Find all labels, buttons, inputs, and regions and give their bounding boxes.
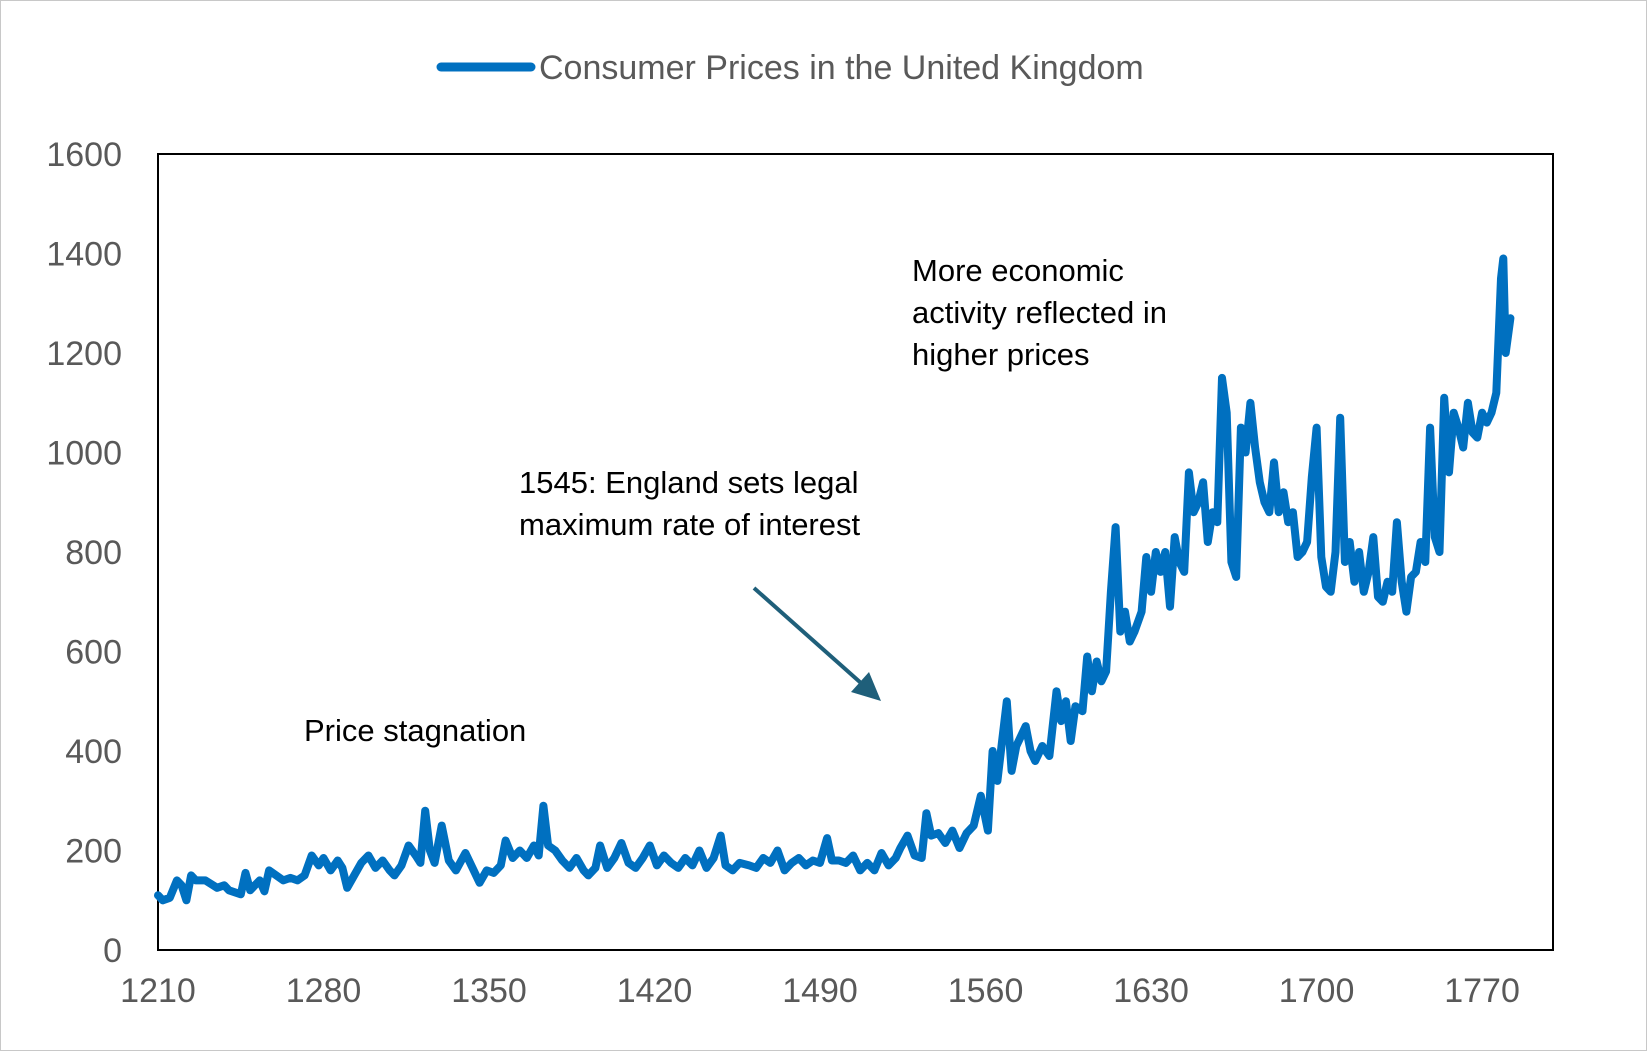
y-tick-label: 1400 bbox=[46, 236, 122, 274]
y-tick-label: 800 bbox=[65, 534, 122, 572]
x-tick-label: 1700 bbox=[1279, 972, 1355, 1010]
annotation-economic-activity: More economic activity reflected in high… bbox=[912, 253, 1176, 372]
annotation-legal-maximum: 1545: England sets legal maximum rate of… bbox=[519, 465, 867, 542]
x-tick-label: 1210 bbox=[120, 972, 196, 1010]
x-tick-label: 1560 bbox=[948, 972, 1024, 1010]
y-tick-label: 1600 bbox=[46, 136, 122, 174]
x-axis-ticks: 1210 1280 1350 1420 1490 1560 1630 1700 1770 bbox=[120, 972, 1520, 1010]
arrow-head bbox=[851, 672, 881, 701]
y-tick-label: 1000 bbox=[46, 435, 122, 473]
x-tick-label: 1770 bbox=[1444, 972, 1520, 1010]
arrow-shaft bbox=[752, 586, 863, 685]
y-axis-ticks: 0 200 400 600 800 1000 1200 1400 1600 bbox=[46, 136, 122, 970]
x-tick-label: 1280 bbox=[286, 972, 362, 1010]
legend: Consumer Prices in the United Kingdom bbox=[436, 49, 1144, 87]
x-tick-label: 1490 bbox=[782, 972, 858, 1010]
y-tick-label: 200 bbox=[65, 833, 122, 871]
legend-label: Consumer Prices in the United Kingdom bbox=[539, 49, 1144, 87]
x-tick-label: 1350 bbox=[451, 972, 527, 1010]
x-tick-label: 1630 bbox=[1113, 972, 1189, 1010]
y-tick-label: 1200 bbox=[46, 335, 122, 373]
y-tick-label: 0 bbox=[103, 932, 122, 970]
series-line-consumer-prices bbox=[154, 254, 1515, 905]
annotation-price-stagnation: Price stagnation bbox=[304, 713, 526, 748]
plot-area bbox=[157, 153, 1554, 951]
y-tick-label: 400 bbox=[65, 733, 122, 771]
y-tick-label: 600 bbox=[65, 634, 122, 672]
annotation-arrow bbox=[752, 586, 881, 701]
x-tick-label: 1420 bbox=[617, 972, 693, 1010]
